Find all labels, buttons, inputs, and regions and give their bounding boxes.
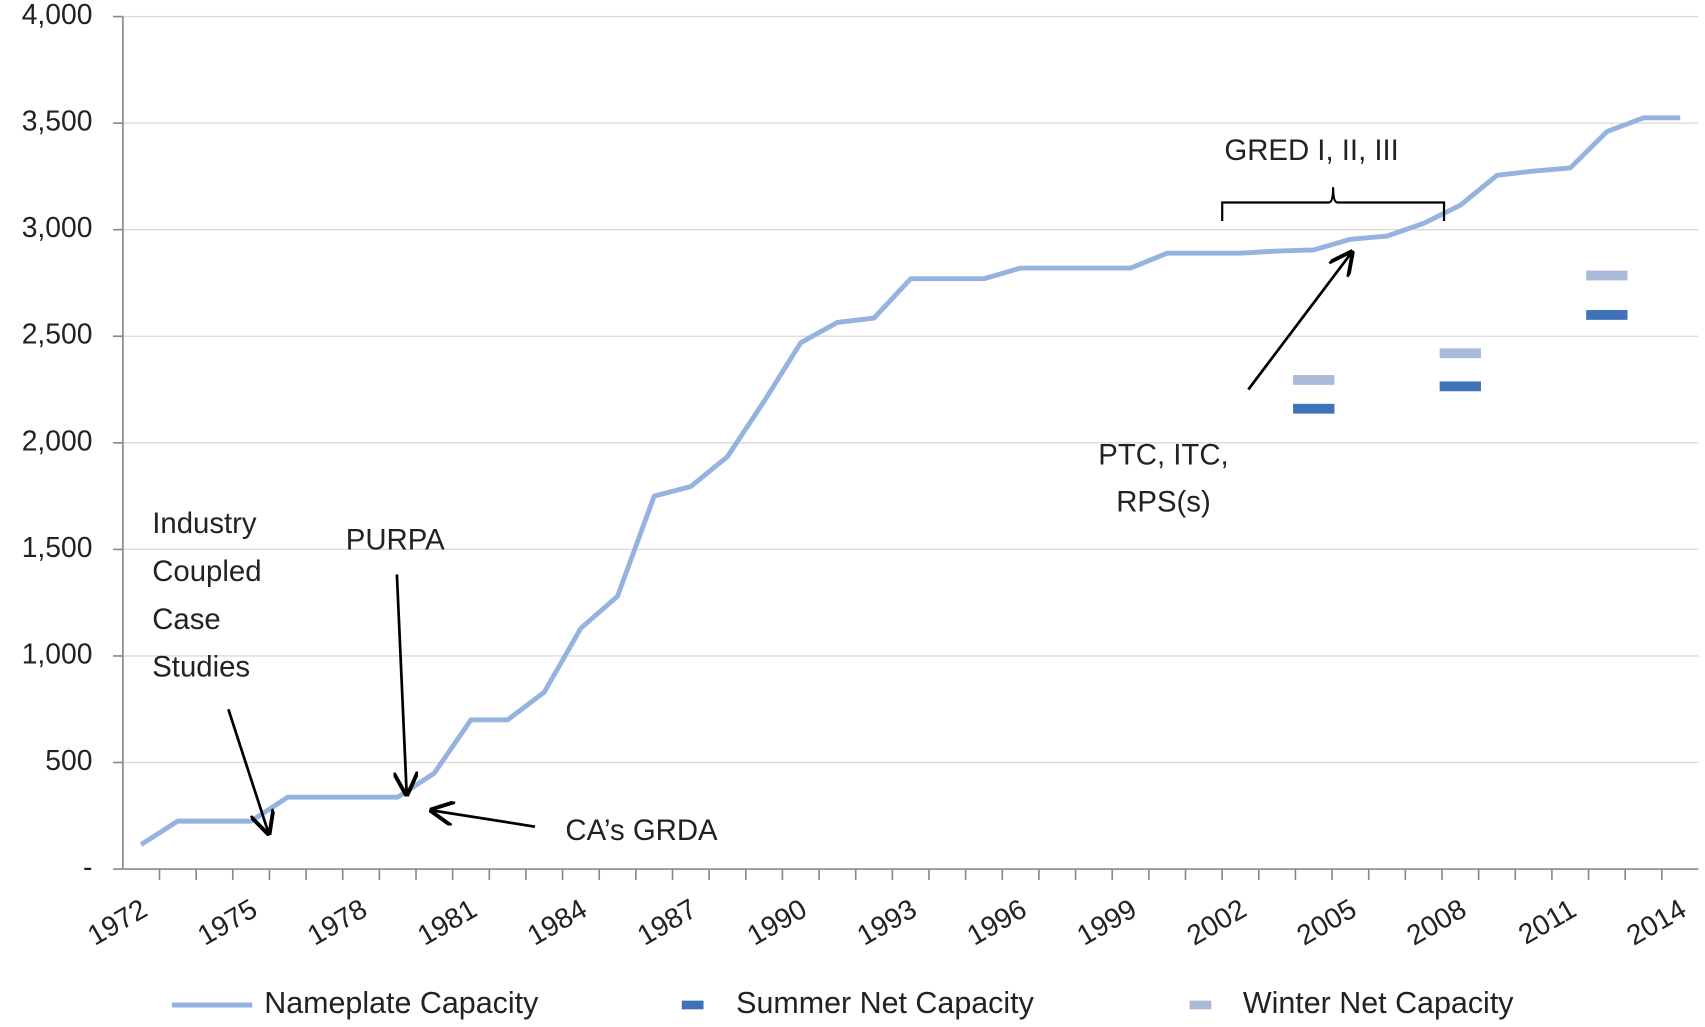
- x-tick-label: 2014: [1621, 892, 1691, 951]
- annotation: PTC, ITC,: [1098, 439, 1228, 472]
- line: [139, 115, 1681, 847]
- legend-label: Nameplate Capacity: [264, 986, 539, 1020]
- legend-swatch: [681, 1000, 704, 1010]
- x-tick-label: 2008: [1401, 892, 1471, 951]
- annotation-arrows: [227, 187, 1446, 833]
- x-tick-label: 1978: [302, 892, 372, 951]
- x-tick-label: 1972: [82, 892, 152, 951]
- dash-marker: [1293, 375, 1335, 385]
- arrow: [432, 810, 536, 829]
- y-tick-label: 1,000: [22, 637, 93, 669]
- arrow: [227, 708, 268, 833]
- annotation: Studies: [152, 651, 250, 684]
- plot-area: [139, 115, 1681, 847]
- annotation: Industry: [152, 507, 257, 540]
- x-tick-label: 2011: [1513, 892, 1582, 950]
- x-tick-label: 1996: [961, 892, 1031, 951]
- annotation: GRED I, II, III: [1224, 134, 1398, 167]
- x-tick-label: 1990: [741, 892, 811, 951]
- x-tick-label: 2002: [1181, 892, 1251, 951]
- arrow: [1247, 253, 1351, 391]
- dash-marker: [1586, 310, 1628, 320]
- x-tick-label: 1975: [192, 892, 262, 951]
- dash-marker: [1439, 348, 1481, 359]
- x-tick-label: 1981: [412, 892, 482, 951]
- y-tick-label: 2,000: [22, 424, 93, 456]
- legend-swatch: [1189, 1000, 1212, 1010]
- x-tick-label: 2005: [1291, 892, 1361, 951]
- legend-label: Winter Net Capacity: [1243, 986, 1514, 1020]
- y-tick-label: 500: [45, 744, 92, 776]
- y-tick-label: 3,000: [22, 211, 93, 243]
- dash-marker: [1439, 381, 1481, 392]
- x-tick-label: 1999: [1071, 892, 1141, 951]
- annotation: CA’s GRDA: [565, 814, 718, 847]
- y-tick-label: -: [83, 851, 92, 883]
- y-tick-label: 3,500: [22, 105, 93, 137]
- legend: Nameplate Capacity Summer Net Capacity Win…: [171, 986, 1514, 1020]
- legend-label: Summer Net Capacity: [736, 986, 1034, 1020]
- y-tick-label: 2,500: [22, 318, 93, 350]
- x-tick-label: 1984: [522, 892, 592, 951]
- x-tick-label: 1987: [631, 892, 701, 951]
- arrow: [397, 574, 407, 794]
- annotation: PURPA: [346, 524, 445, 557]
- annotation: RPS(s): [1116, 485, 1211, 518]
- y-tick-label: 1,500: [22, 531, 93, 563]
- y-tick-label: 4,000: [22, 0, 93, 30]
- annotation: Case: [152, 603, 221, 636]
- bracket: [1221, 187, 1446, 221]
- annotation: Coupled: [152, 555, 261, 588]
- x-tick-label: 1993: [851, 892, 921, 951]
- annotations: Industry Coupled Case Studies PURPA CA’s GRDA…: [152, 134, 1399, 847]
- dash-marker: [1586, 270, 1628, 281]
- dash-marker: [1293, 403, 1335, 414]
